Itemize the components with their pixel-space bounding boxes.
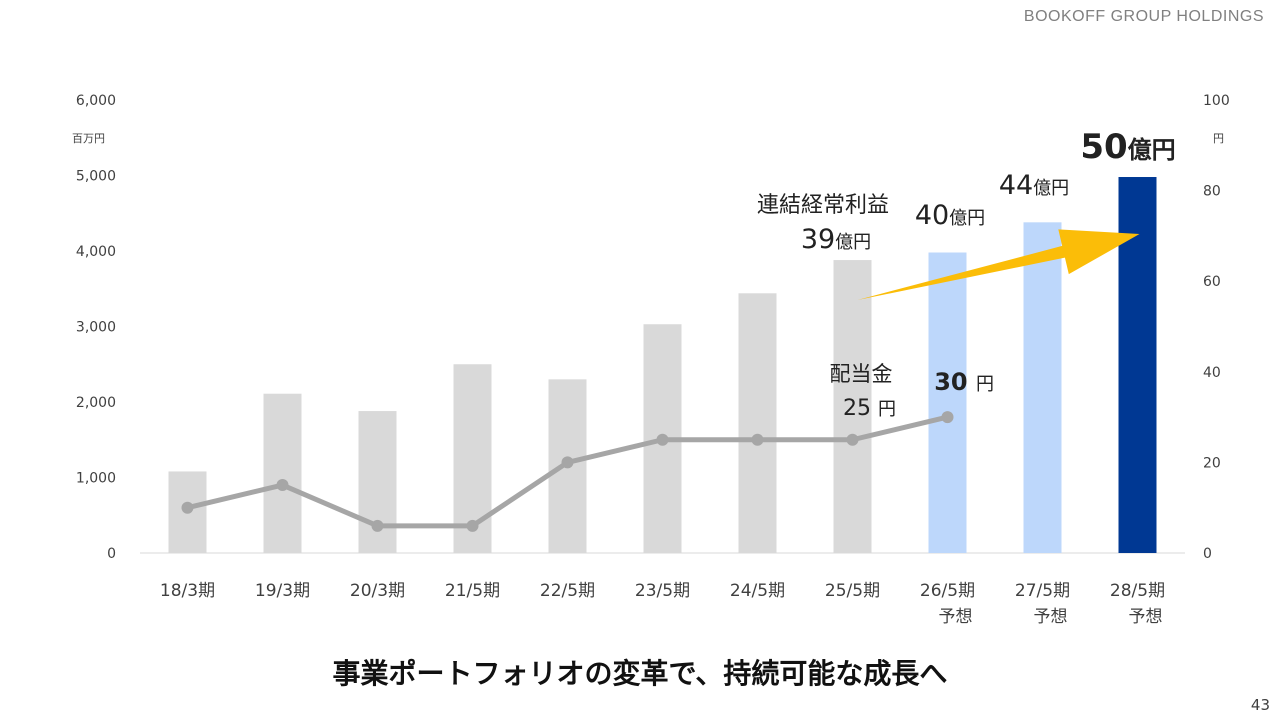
slide-headline: 事業ポートフォリオの変革で、持続可能な成長へ <box>332 657 948 690</box>
dividend-point <box>751 433 764 446</box>
y-left-tick-label: 5,000 <box>76 169 116 185</box>
dividend-value-label: 30 円 <box>934 368 994 396</box>
y-right-tick-label: 100 <box>1203 93 1230 109</box>
x-category-label: 23/5期 <box>635 581 690 601</box>
dividend-point <box>846 433 859 446</box>
dividend-value-number: 30 <box>934 368 976 396</box>
x-category-label: 28/5期 <box>1110 581 1165 601</box>
dividend-value-unit: 円 <box>878 399 896 420</box>
x-forecast-label: 予想 <box>1034 607 1068 627</box>
y-left-tick-label: 1,000 <box>76 471 116 487</box>
dividend-value-number: 25 <box>843 396 878 421</box>
x-category-label: 26/5期 <box>920 581 975 601</box>
dividend-value-label: 25 円 <box>843 396 896 421</box>
profit-value-label-number: 40 <box>915 200 949 231</box>
y-left-tick-label: 6,000 <box>76 93 116 109</box>
profit-value-label: 40億円 <box>915 200 985 231</box>
profit-value-label-unit: 億円 <box>1128 136 1176 164</box>
growth-arrow <box>857 229 1140 300</box>
profit-value-label: 44億円 <box>999 170 1069 201</box>
y-left-tick-label: 4,000 <box>76 244 116 260</box>
x-category-label: 27/5期 <box>1015 581 1070 601</box>
profit-value-label: 39億円 <box>801 224 871 255</box>
profit-value-label: 50億円 <box>1080 127 1175 167</box>
company-brand: BOOKOFF GROUP HOLDINGS <box>1023 8 1264 25</box>
y-right-tick-label: 20 <box>1203 455 1221 471</box>
x-category-label: 20/3期 <box>350 581 405 601</box>
x-category-label: 22/5期 <box>540 581 595 601</box>
y-left-tick-label: 2,000 <box>76 395 116 411</box>
y-left-tick-label: 0 <box>107 546 116 562</box>
y-right-tick-label: 0 <box>1203 546 1212 562</box>
profit-bar <box>263 393 302 553</box>
dividend-point <box>941 411 954 424</box>
y-right-tick-label: 60 <box>1203 274 1221 290</box>
x-category-label: 24/5期 <box>730 581 785 601</box>
profit-value-label-unit: 億円 <box>1033 178 1069 199</box>
profit-value-label-number: 44 <box>999 170 1033 201</box>
dividend-point <box>276 479 289 492</box>
profit-value-label-number: 39 <box>801 224 835 255</box>
profit-bar <box>833 260 872 553</box>
dividend-point <box>466 519 479 532</box>
profit-series-label: 連結経常利益 <box>757 193 889 218</box>
y-left-tick-label: 3,000 <box>76 320 116 336</box>
dividend-point <box>181 501 194 514</box>
x-category-label: 21/5期 <box>445 581 500 601</box>
dividend-point <box>561 456 574 469</box>
dividend-series-label: 配当金 <box>830 362 893 386</box>
dividend-point <box>371 519 384 532</box>
page-number: 43 <box>1250 696 1270 714</box>
dividend-value-unit: 円 <box>976 374 994 395</box>
x-category-label: 19/3期 <box>255 581 310 601</box>
y-right-tick-label: 80 <box>1203 184 1221 200</box>
profit-value-label-number: 50 <box>1080 127 1127 167</box>
x-forecast-label: 予想 <box>1129 607 1163 627</box>
y-right-unit-label: 円 <box>1213 132 1224 145</box>
profit-bar <box>1023 222 1062 553</box>
profit-bar <box>738 293 777 553</box>
y-right-tick-label: 40 <box>1203 365 1221 381</box>
y-left-unit-label: 百万円 <box>72 132 105 145</box>
x-category-label: 25/5期 <box>825 581 880 601</box>
profit-value-label-unit: 億円 <box>949 208 985 229</box>
profit-bar <box>928 252 967 553</box>
profit-value-label-unit: 億円 <box>835 232 871 253</box>
x-forecast-label: 予想 <box>939 607 973 627</box>
dividend-point <box>656 433 669 446</box>
x-category-label: 18/3期 <box>160 581 215 601</box>
